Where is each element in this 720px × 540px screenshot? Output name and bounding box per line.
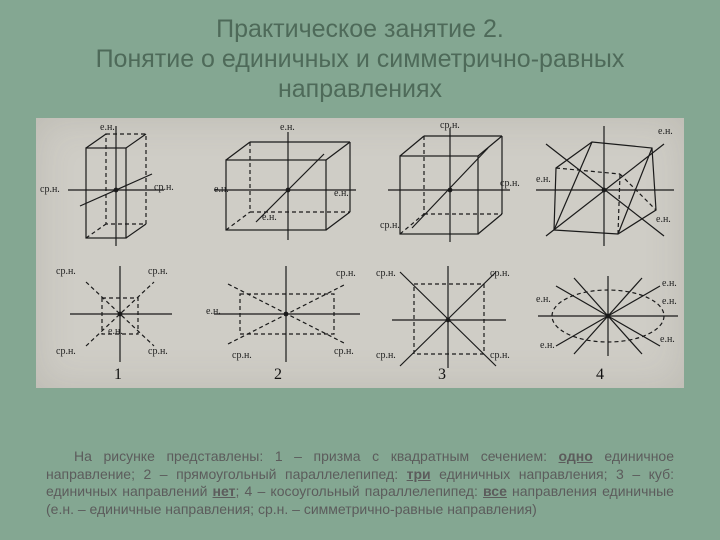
label-srn: ср.н. — [334, 346, 354, 357]
label-srn: ср.н. — [336, 268, 356, 279]
label-srn: ср.н. — [148, 266, 168, 277]
label-en: е.н. — [280, 122, 295, 133]
label-en: е.н. — [662, 296, 677, 307]
oblique-bottom — [538, 276, 678, 356]
oblique-top — [536, 126, 674, 246]
label-en: е.н. — [656, 214, 671, 225]
prism-top — [68, 126, 164, 246]
figure-number-2: 2 — [274, 366, 282, 384]
slide: Практическое занятие 2. Понятие о единич… — [0, 0, 720, 540]
label-srn: ср.н. — [490, 268, 510, 279]
label-srn: ср.н. — [40, 184, 60, 195]
caption-none: нет — [213, 483, 236, 499]
caption-all: все — [483, 483, 507, 499]
label-srn: ср.н. — [148, 346, 168, 357]
label-srn: ср.н. — [440, 120, 460, 131]
page-title: Практическое занятие 2. Понятие о единич… — [0, 14, 720, 104]
box-top — [214, 132, 356, 240]
label-en: е.н. — [660, 334, 675, 345]
label-en: е.н. — [334, 188, 349, 199]
label-srn: ср.н. — [154, 182, 174, 193]
label-srn: ср.н. — [376, 268, 396, 279]
label-srn: ср.н. — [500, 178, 520, 189]
label-en: е.н. — [662, 278, 677, 289]
caption-three: три — [407, 466, 431, 482]
caption-1: На рисунке представлены: 1 – призма с кв… — [74, 448, 559, 464]
title-line1: Практическое занятие 2. — [216, 15, 504, 43]
label-srn: ср.н. — [490, 350, 510, 361]
label-srn: ср.н. — [56, 346, 76, 357]
label-en: е.н. — [536, 294, 551, 305]
figure-number-4: 4 — [596, 366, 604, 384]
label-en: е.н. — [540, 340, 555, 351]
label-srn: ср.н. — [56, 266, 76, 277]
label-en: е.н. — [262, 212, 277, 223]
caption-4: ; 4 – косоугольный параллелепипед: — [235, 483, 483, 499]
label-en: е.н. — [214, 184, 229, 195]
figure-number-1: 1 — [114, 366, 122, 384]
figure-svg — [36, 118, 684, 388]
cube-bottom — [392, 266, 506, 368]
cube-top — [388, 128, 510, 242]
label-en: е.н. — [108, 326, 123, 337]
label-srn: ср.н. — [380, 220, 400, 231]
label-en: е.н. — [658, 126, 673, 137]
figure: е.н. ср.н. ср.н. е.н. е.н. е.н. е.н. ср.… — [36, 118, 684, 388]
title-line2: Понятие о единичных и симметрично-равных… — [96, 45, 625, 103]
caption-one: одно — [559, 448, 593, 464]
label-en: е.н. — [536, 174, 551, 185]
label-en: е.н. — [100, 122, 115, 133]
label-srn: ср.н. — [232, 350, 252, 361]
figure-number-3: 3 — [438, 366, 446, 384]
label-srn: ср.н. — [376, 350, 396, 361]
caption: На рисунке представлены: 1 – призма с кв… — [46, 448, 674, 518]
label-en: е.н. — [206, 306, 221, 317]
